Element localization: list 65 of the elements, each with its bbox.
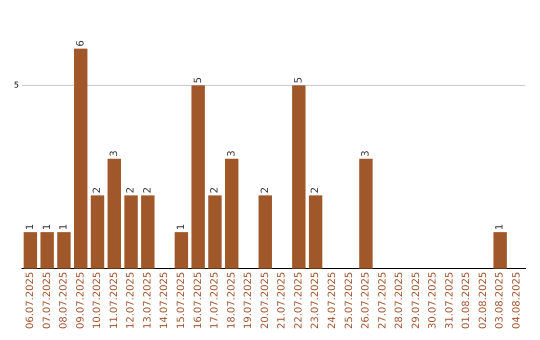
x-tick-label: 20.07.2025 bbox=[260, 272, 271, 330]
x-tick-label: 04.08.2025 bbox=[512, 272, 523, 330]
bar bbox=[225, 158, 238, 269]
x-tick-label: 22.07.2025 bbox=[293, 272, 304, 330]
x-tick-label: 25.07.2025 bbox=[344, 272, 355, 330]
data-label: 2 bbox=[92, 187, 104, 194]
x-tick-label: 08.07.2025 bbox=[58, 272, 70, 330]
x-tick-label: 09.07.2025 bbox=[75, 272, 86, 330]
x-tick-label: 12.07.2025 bbox=[126, 272, 137, 330]
data-label: 6 bbox=[75, 40, 86, 47]
x-tick-label: 30.07.2025 bbox=[428, 272, 439, 330]
x-tick-label: 03.08.2025 bbox=[494, 272, 506, 330]
bar bbox=[90, 195, 104, 269]
x-tick-label: 21.07.2025 bbox=[276, 272, 288, 330]
x-tick-label: 01.08.2025 bbox=[461, 272, 472, 330]
bar bbox=[74, 48, 88, 269]
x-tick-label: 26.07.2025 bbox=[360, 272, 372, 330]
x-tick-label: 27.07.2025 bbox=[377, 272, 388, 330]
bar bbox=[57, 232, 71, 269]
data-label: 1 bbox=[24, 224, 36, 230]
x-tick-label: 11.07.2025 bbox=[108, 272, 120, 330]
x-tick-label: 07.07.2025 bbox=[42, 272, 53, 330]
x-tick-label: 06.07.2025 bbox=[24, 272, 36, 330]
x-tick-label: 28.07.2025 bbox=[394, 272, 406, 330]
data-label: 3 bbox=[108, 150, 120, 157]
bar bbox=[308, 195, 322, 269]
data-label: 3 bbox=[226, 150, 238, 157]
data-label: 3 bbox=[360, 150, 372, 157]
bar bbox=[208, 195, 222, 269]
bar bbox=[124, 195, 138, 269]
x-tick-label: 24.07.2025 bbox=[326, 272, 338, 330]
data-label: 2 bbox=[142, 187, 154, 194]
data-label: 2 bbox=[260, 187, 271, 194]
bar bbox=[493, 232, 507, 269]
x-tick-label: 23.07.2025 bbox=[310, 272, 322, 330]
x-tick-label: 14.07.2025 bbox=[159, 272, 170, 330]
data-label: 1 bbox=[176, 224, 187, 230]
bar bbox=[40, 232, 54, 269]
bar bbox=[258, 195, 272, 269]
bar bbox=[191, 85, 205, 269]
ref-line-label: 5 bbox=[14, 80, 19, 90]
data-label: 2 bbox=[310, 187, 322, 194]
data-label: 5 bbox=[192, 76, 204, 84]
x-tick-label: 15.07.2025 bbox=[176, 272, 187, 330]
x-tick-label: 19.07.2025 bbox=[243, 272, 254, 330]
data-label: 1 bbox=[42, 224, 53, 230]
x-tick-label: 10.07.2025 bbox=[92, 272, 104, 330]
bar bbox=[108, 158, 121, 269]
x-tick-label: 17.07.2025 bbox=[210, 272, 221, 330]
bar bbox=[292, 85, 306, 269]
bar bbox=[141, 195, 155, 269]
bar bbox=[359, 158, 373, 269]
x-tick-label: 02.08.2025 bbox=[478, 272, 489, 330]
x-tick-label: 29.07.2025 bbox=[410, 272, 422, 330]
x-tick-label: 18.07.2025 bbox=[226, 272, 238, 330]
x-tick-label: 16.07.2025 bbox=[192, 272, 204, 330]
bar bbox=[174, 232, 188, 269]
data-label: 5 bbox=[293, 76, 304, 84]
data-label: 2 bbox=[126, 187, 137, 194]
data-label: 2 bbox=[210, 187, 221, 194]
data-label: 1 bbox=[494, 224, 506, 230]
bar bbox=[24, 232, 38, 269]
data-label: 1 bbox=[58, 224, 70, 230]
x-tick-label: 13.07.2025 bbox=[142, 272, 154, 330]
x-tick-label: 31.07.2025 bbox=[444, 272, 456, 330]
